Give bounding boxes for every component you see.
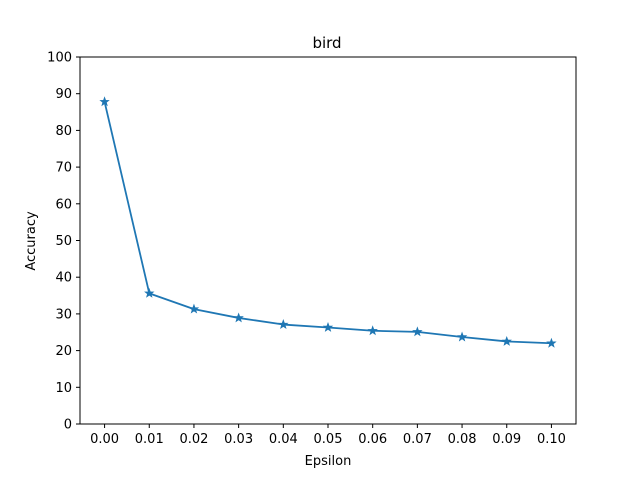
y-tick-label: 40 — [55, 271, 72, 286]
y-tick-label: 100 — [47, 51, 72, 66]
data-point — [322, 322, 334, 332]
x-tick-label: 0.07 — [403, 432, 432, 447]
y-tick-label: 0 — [64, 418, 72, 433]
data-point — [501, 335, 512, 346]
y-axis-label: Accuracy — [24, 211, 39, 271]
data-point — [188, 303, 200, 314]
x-tick-label: 0.01 — [135, 432, 164, 447]
data-point — [456, 331, 468, 342]
data-point — [546, 337, 557, 348]
y-tick-label: 90 — [55, 87, 72, 102]
x-tick-label: 0.00 — [90, 432, 119, 447]
chart-title: bird — [312, 34, 341, 52]
data-point — [233, 312, 244, 323]
data-point — [144, 287, 155, 298]
data-point — [412, 326, 423, 337]
x-tick-label: 0.03 — [224, 432, 253, 447]
x-tick-label: 0.04 — [269, 432, 298, 447]
data-point — [99, 96, 110, 107]
y-tick-label: 50 — [55, 234, 72, 249]
x-tick-label: 0.06 — [358, 432, 387, 447]
y-tick-label: 10 — [55, 381, 72, 396]
y-tick-label: 80 — [55, 124, 72, 139]
x-tick-label: 0.10 — [537, 432, 566, 447]
data-point — [367, 325, 378, 336]
plot-area — [99, 96, 557, 348]
y-tick-label: 30 — [55, 307, 72, 322]
series-line — [103, 101, 552, 345]
y-axis: 0 10 20 30 40 50 60 70 80 90 100 — [47, 51, 80, 433]
y-tick-label: 70 — [55, 161, 72, 176]
x-axis-label: Epsilon — [305, 454, 352, 469]
x-tick-label: 0.08 — [448, 432, 477, 447]
y-tick-label: 20 — [55, 344, 72, 359]
x-axis: 0.00 0.01 0.02 0.03 0.04 0.05 0.06 0.07 0.08 0.09… — [90, 424, 566, 447]
x-tick-label: 0.09 — [492, 432, 521, 447]
x-tick-label: 0.05 — [314, 432, 343, 447]
y-tick-label: 60 — [55, 197, 72, 212]
x-tick-label: 0.02 — [179, 432, 208, 447]
plot-frame — [79, 56, 577, 425]
data-point — [278, 319, 289, 329]
